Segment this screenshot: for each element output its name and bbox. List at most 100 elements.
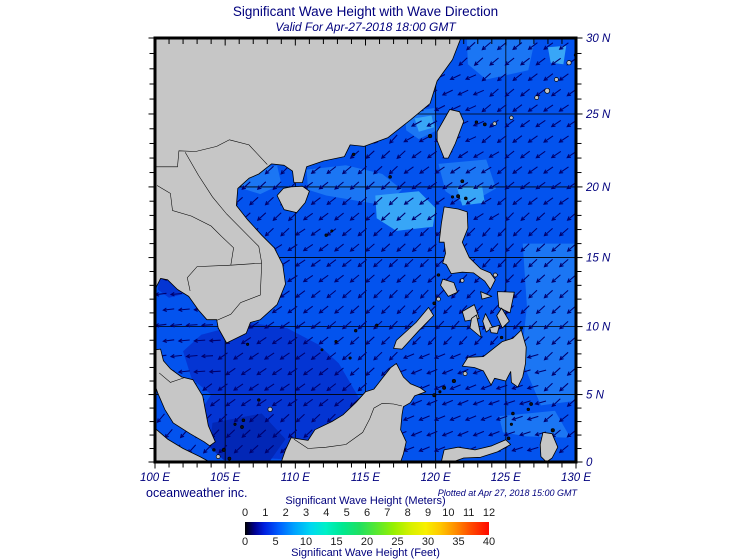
lon-tick-label: 100 E <box>140 472 170 484</box>
land-hainan <box>276 185 310 214</box>
island-dot <box>432 393 437 398</box>
lat-tick-label: 5 N <box>586 390 605 402</box>
feet-tick-label: 35 <box>452 536 465 548</box>
island-dot <box>509 115 514 120</box>
legend-title-feet: Significant Wave Height (Feet) <box>291 547 440 559</box>
chart-title: Significant Wave Height with Wave Direct… <box>232 4 499 19</box>
meters-tick-label: 6 <box>363 507 371 519</box>
island-dot <box>464 196 468 201</box>
meters-tick-label: 2 <box>282 507 289 519</box>
borders-layer <box>155 139 403 449</box>
lon-tick-label: 105 E <box>210 472 240 484</box>
island-dot <box>330 229 334 233</box>
island-dot <box>320 348 324 352</box>
land-taiwan <box>436 109 465 159</box>
island-dot <box>354 329 358 333</box>
lat-tick-label: 15 N <box>586 253 611 265</box>
lon-tick-label: 120 E <box>421 472 451 484</box>
island-dot <box>566 60 572 66</box>
land-samar <box>496 291 515 314</box>
island-dot <box>388 175 392 179</box>
land-sulawesi-north-arm <box>440 439 512 462</box>
lat-tick-label: 20 N <box>585 182 611 194</box>
island-dot <box>212 448 216 452</box>
land-leyte <box>496 307 510 329</box>
lat-tick-label: 10 N <box>586 322 611 334</box>
sea-region-luzon-strait-bright <box>456 185 485 206</box>
meters-tick-label: 4 <box>323 507 330 519</box>
feet-tick-label: 15 <box>330 536 343 548</box>
meters-tick-label: 12 <box>482 507 496 519</box>
feet-tick-label: 0 <box>241 536 249 548</box>
island-dot <box>492 121 497 126</box>
meters-tick-label: 9 <box>424 507 432 519</box>
legend-colorbar <box>245 522 489 535</box>
land-mindanao <box>461 329 527 388</box>
island-dot <box>334 340 338 344</box>
lon-tick-label: 115 E <box>351 472 381 484</box>
island-dot <box>450 195 455 199</box>
sea-region-taiwan-strait-bright <box>414 115 435 132</box>
meters-tick-label: 5 <box>343 507 350 519</box>
plotted-timestamp: Plotted at Apr 27, 2018 15:00 GMT <box>437 488 577 498</box>
island-dot <box>544 87 551 94</box>
island-dot <box>492 272 498 278</box>
island-dot <box>462 371 468 376</box>
island-dot <box>233 422 237 426</box>
island-dot <box>554 77 559 82</box>
island-dot <box>375 323 379 327</box>
island-dot <box>509 422 513 426</box>
island-dot <box>436 296 441 302</box>
land-halmahera <box>539 431 559 462</box>
feet-tick-label: 20 <box>360 536 374 548</box>
sea-region-gulf-top-dark <box>157 277 185 298</box>
lon-tick-label: 125 E <box>491 472 521 484</box>
land-mainland-asia <box>155 38 462 344</box>
lat-tick-label: 30 N <box>586 33 611 45</box>
legend-meters-ticks: 0 1 2 3 4 5 6 7 8 9 10 11 12 <box>242 507 495 519</box>
chart-subtitle: Valid For Apr-27-2018 18:00 GMT <box>275 20 456 34</box>
lon-tick-label: 110 E <box>281 472 311 484</box>
land-luzon <box>438 206 496 290</box>
land-borneo <box>280 362 427 462</box>
meters-tick-label: 1 <box>262 507 269 519</box>
map-frame <box>148 36 583 469</box>
island-dot <box>324 233 328 237</box>
legend-feet-ticks: 0 5 10 15 20 25 30 35 40 <box>241 536 495 548</box>
land-mindoro <box>440 278 458 297</box>
legend-title-meters: Significant Wave Height (Meters) <box>285 495 446 507</box>
island-dot <box>257 398 261 402</box>
lat-tick-label: 0 <box>586 457 593 469</box>
island-dot <box>432 301 437 306</box>
feet-tick-label: 30 <box>421 536 435 548</box>
island-dot <box>511 411 515 416</box>
island-dot <box>534 95 540 100</box>
sea-region-karimata-darkest <box>209 413 286 461</box>
meters-tick-label: 7 <box>384 507 391 519</box>
island-dot <box>348 356 352 360</box>
island-dot <box>482 122 487 127</box>
island-dot <box>442 385 447 390</box>
sea-region-ne-spot-bright <box>547 45 567 65</box>
island-dot <box>550 428 555 433</box>
island-dot <box>526 407 530 412</box>
lon-tick-label: 130 E <box>561 472 591 484</box>
island-dot <box>227 456 232 461</box>
feet-tick-label: 10 <box>299 536 313 548</box>
island-dot <box>456 194 461 199</box>
meters-tick-label: 8 <box>404 507 411 519</box>
land-malay-peninsula <box>155 348 216 447</box>
meters-tick-label: 11 <box>462 507 475 519</box>
island-dot <box>474 120 479 124</box>
island-dot <box>241 418 246 422</box>
island-dot <box>240 425 244 429</box>
island-dot <box>267 406 273 412</box>
island-dot <box>221 447 226 452</box>
land-cebu <box>482 313 493 333</box>
island-dot <box>438 390 442 394</box>
land-masbate <box>480 291 493 300</box>
feet-tick-label: 40 <box>482 536 496 548</box>
island-dot <box>460 278 465 283</box>
island-dot <box>529 402 533 406</box>
